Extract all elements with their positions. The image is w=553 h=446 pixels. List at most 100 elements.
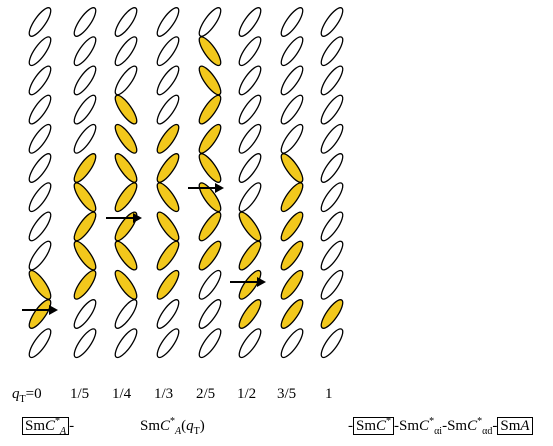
molecule <box>71 34 100 68</box>
arrow-head <box>49 305 58 315</box>
molecule <box>196 239 225 273</box>
molecule <box>278 268 307 302</box>
molecule <box>112 63 141 97</box>
molecule <box>318 34 347 68</box>
molecule <box>278 239 307 273</box>
molecule <box>112 5 141 39</box>
molecule <box>71 63 100 97</box>
molecule <box>26 5 55 39</box>
ellipse-grid <box>0 0 553 380</box>
molecule <box>112 268 141 302</box>
molecule <box>154 180 183 214</box>
molecule <box>318 268 347 302</box>
molecule <box>26 239 55 273</box>
molecule <box>318 326 347 360</box>
molecule <box>112 122 141 156</box>
molecule <box>26 268 55 302</box>
molecule <box>236 297 265 331</box>
molecule <box>196 209 225 243</box>
molecule <box>236 180 265 214</box>
molecule <box>196 151 225 185</box>
molecule <box>196 297 225 331</box>
molecule <box>318 63 347 97</box>
molecule <box>154 63 183 97</box>
arrow-head <box>215 183 224 193</box>
molecule <box>278 209 307 243</box>
molecule <box>196 326 225 360</box>
molecule <box>26 34 55 68</box>
arrow-head <box>257 277 266 287</box>
molecule <box>318 180 347 214</box>
molecule <box>278 297 307 331</box>
q-label: 1/5 <box>70 386 89 403</box>
molecule <box>26 326 55 360</box>
molecule <box>278 34 307 68</box>
molecule <box>196 5 225 39</box>
molecule <box>154 209 183 243</box>
molecule <box>236 151 265 185</box>
molecule <box>196 122 225 156</box>
molecule <box>71 180 100 214</box>
q-label: 1/3 <box>154 386 173 403</box>
molecule <box>71 209 100 243</box>
molecule <box>236 209 265 243</box>
q-label: 3/5 <box>277 386 296 403</box>
q-label: 1/2 <box>237 386 256 403</box>
molecule <box>112 151 141 185</box>
molecule <box>196 34 225 68</box>
molecule <box>112 180 141 214</box>
molecule <box>236 122 265 156</box>
molecule <box>112 34 141 68</box>
phase-label: SmC*A- <box>22 416 74 437</box>
molecule <box>318 151 347 185</box>
molecule <box>112 93 141 127</box>
molecule <box>236 34 265 68</box>
molecule <box>318 209 347 243</box>
q-label: qT=0 <box>12 386 42 405</box>
molecule <box>278 180 307 214</box>
phase-label: SmC*A(qT) <box>140 416 205 437</box>
molecule <box>154 326 183 360</box>
molecule <box>278 151 307 185</box>
molecule <box>236 93 265 127</box>
molecule <box>196 63 225 97</box>
molecule <box>71 122 100 156</box>
molecule <box>154 34 183 68</box>
q-label: 1/4 <box>112 386 131 403</box>
molecule <box>26 63 55 97</box>
molecule <box>236 239 265 273</box>
molecule <box>112 297 141 331</box>
molecule <box>278 5 307 39</box>
molecule <box>236 326 265 360</box>
q-label: 2/5 <box>196 386 215 403</box>
molecule <box>71 268 100 302</box>
molecule <box>318 5 347 39</box>
molecule <box>278 93 307 127</box>
molecule <box>26 93 55 127</box>
molecule <box>71 93 100 127</box>
molecule <box>112 326 141 360</box>
molecule <box>236 63 265 97</box>
q-label: 1 <box>325 386 333 403</box>
diagram: qT=0 1/5 1/4 1/3 2/5 1/2 3/5 1 SmC*A- Sm… <box>0 0 553 446</box>
molecule <box>318 239 347 273</box>
molecule <box>318 122 347 156</box>
molecule <box>71 5 100 39</box>
molecule <box>154 268 183 302</box>
molecule <box>26 209 55 243</box>
arrow-head <box>133 213 142 223</box>
molecule <box>318 93 347 127</box>
molecule <box>71 326 100 360</box>
molecule <box>236 5 265 39</box>
molecule <box>196 268 225 302</box>
molecule <box>196 93 225 127</box>
molecule <box>154 151 183 185</box>
molecule <box>154 297 183 331</box>
molecule <box>196 180 225 214</box>
molecule <box>154 93 183 127</box>
molecule <box>26 122 55 156</box>
molecule <box>112 239 141 273</box>
molecule <box>71 239 100 273</box>
molecule <box>154 5 183 39</box>
molecule <box>278 122 307 156</box>
